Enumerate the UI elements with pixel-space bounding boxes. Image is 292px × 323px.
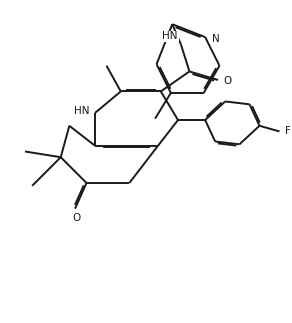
Text: O: O — [72, 213, 81, 223]
Text: HN: HN — [74, 107, 90, 117]
Text: O: O — [224, 77, 232, 87]
Text: HN: HN — [162, 31, 178, 41]
Text: N: N — [212, 34, 220, 44]
Text: F: F — [285, 127, 291, 137]
